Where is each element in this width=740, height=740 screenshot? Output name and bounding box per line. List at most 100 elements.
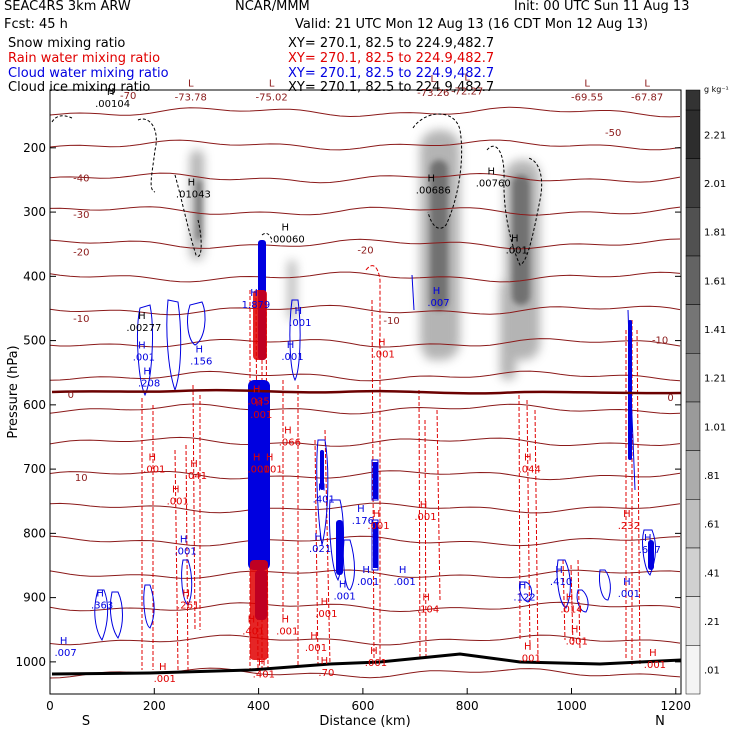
max-value-label: .00686: [416, 186, 451, 197]
isotherm-line: [50, 634, 681, 646]
max-marker: H: [370, 646, 378, 657]
max-value-label: .01043: [176, 189, 211, 200]
max-value-label: .001: [414, 512, 436, 523]
plot-frame: [49, 89, 682, 695]
colorbar-swatch: [685, 207, 701, 257]
max-marker: H: [321, 656, 329, 667]
isotherm-label: 0: [667, 393, 673, 404]
max-marker: H: [362, 565, 370, 576]
isotherm-label: -50: [605, 128, 621, 139]
max-value-label: .001: [174, 547, 196, 558]
center-name: NCAR/MMM: [235, 0, 310, 14]
max-value-label: .001: [167, 497, 189, 508]
field-snow-name: Snow mixing ratio: [8, 36, 126, 51]
max-value-label: .401: [313, 495, 335, 506]
contour-labels: -70 -50 -40 -30 -20 -20 -10 -10 -10 0 0 10 L -73.78 L -…: [55, 73, 674, 685]
isotherm-line: [50, 338, 681, 348]
max-value-label: .232: [618, 521, 640, 532]
max-value-label: .001: [393, 577, 415, 588]
max-marker: H: [373, 509, 381, 520]
colorbar-label: 1.61: [704, 276, 726, 287]
max-value-label: .066: [279, 437, 301, 448]
isotherm-line: [50, 436, 681, 447]
max-marker: H: [378, 337, 386, 348]
max-value-label: .007: [55, 648, 77, 659]
max-value-label: .001: [373, 349, 395, 360]
max-value-label: .001: [506, 245, 528, 256]
colorbar-label: .81: [704, 471, 720, 482]
max-marker: H: [138, 311, 146, 322]
colorbar-cap: [685, 89, 701, 111]
field-cloudice-name: Cloud ice mixing ratio: [8, 80, 151, 95]
x-tick-label: 800: [456, 699, 479, 713]
colorbar-swatch: [685, 158, 701, 208]
colorbar-swatch: [685, 596, 701, 646]
max-marker: H: [524, 641, 532, 652]
colorbar-label: 1.21: [704, 374, 726, 385]
min-temperature-label: -73.26: [417, 88, 449, 99]
max-marker: H: [107, 87, 115, 98]
max-value-label: .001: [357, 577, 379, 588]
min-marker: L: [464, 73, 470, 84]
max-marker: H: [195, 345, 203, 356]
isotherm-label: 0: [68, 390, 74, 401]
max-marker: H: [266, 452, 274, 463]
max-value-label: .001: [276, 626, 298, 637]
isotherm-label: 10: [75, 473, 88, 484]
max-marker: H: [182, 589, 190, 600]
colorbar: 2.21 2.01 1.81 1.61 1.41 1.21 1.01 .81 .61 .41 .21…: [685, 89, 726, 695]
x-tick-label: 200: [143, 699, 166, 713]
max-value-label: .007: [427, 298, 449, 309]
max-value-label: .035: [247, 396, 269, 407]
min-temperature-label: -67.87: [631, 92, 663, 103]
isotherm-label: -70: [120, 91, 136, 102]
colorbar-swatch: [685, 304, 701, 354]
max-marker: H: [96, 589, 104, 600]
min-temperature-label: -75.02: [256, 92, 288, 103]
max-marker: H: [566, 593, 574, 604]
max-value-label: .001: [250, 410, 272, 421]
max-marker: H: [519, 580, 527, 591]
max-marker: H: [253, 384, 261, 395]
max-value-label: .001: [154, 674, 176, 685]
max-marker: H: [644, 533, 652, 544]
max-value-label: .001: [289, 318, 311, 329]
max-value-label: .208: [138, 378, 160, 389]
max-value-label: .401: [242, 626, 264, 637]
max-value-label: .041: [185, 471, 207, 482]
max-marker: H: [253, 452, 261, 463]
max-marker: H: [623, 509, 631, 520]
max-value-label: .001: [281, 352, 303, 363]
max-marker: H: [623, 577, 631, 588]
max-value-label: .410: [550, 577, 572, 588]
max-marker: H: [159, 662, 167, 673]
x-tick-label: 600: [351, 699, 374, 713]
valid-time: Valid: 21 UTC Mon 12 Aug 13 (16 CDT Mon …: [295, 17, 649, 32]
snow-cores: [196, 160, 530, 310]
colorbar-label: 1.01: [704, 422, 726, 433]
colorbar-label: 1.81: [704, 228, 726, 239]
max-marker: H: [172, 485, 180, 496]
isotherm-label: -20: [73, 247, 89, 258]
isotherm-line: [50, 271, 681, 283]
max-value-label: .001: [133, 353, 155, 364]
isotherm-line: [50, 238, 681, 250]
max-marker: H: [420, 500, 428, 511]
y-tick-label: 1000: [15, 655, 46, 669]
max-value-label: .001: [519, 653, 541, 664]
isotherm-label: -10: [652, 335, 668, 346]
isotherm-line: [50, 535, 681, 547]
colorbar-swatch: [685, 499, 701, 549]
max-value-label: .001: [143, 464, 165, 475]
colorbar-swatch: [685, 109, 701, 159]
min-marker: L: [584, 78, 590, 89]
max-marker: H: [357, 504, 365, 515]
max-value-label: .104: [417, 605, 439, 616]
min-marker: L: [431, 74, 437, 85]
x-tick-label: 1200: [661, 699, 692, 713]
max-value-label: .70: [318, 668, 334, 679]
field-cloudwater-name: Cloud water mixing ratio: [8, 66, 169, 81]
max-marker: H: [555, 565, 563, 576]
